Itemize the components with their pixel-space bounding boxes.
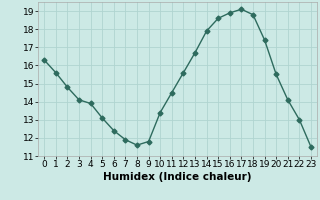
X-axis label: Humidex (Indice chaleur): Humidex (Indice chaleur) [103, 172, 252, 182]
